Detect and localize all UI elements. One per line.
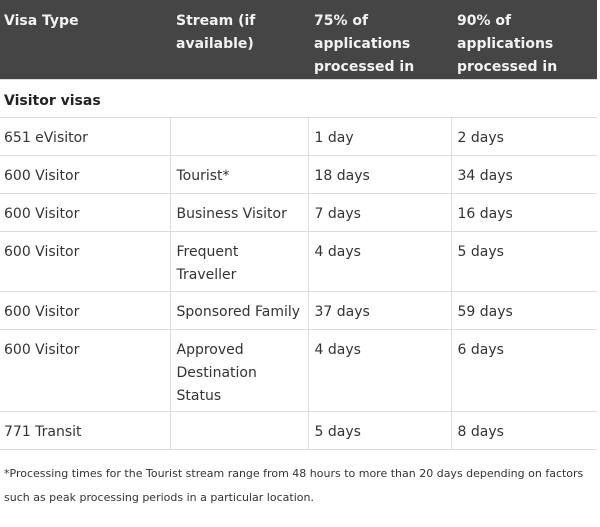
cell-90-percent: 59 days — [450, 291, 597, 330]
cell-90-percent: 34 days — [450, 155, 597, 194]
table-row: 600 Visitor Frequent Traveller 4 days 5 … — [0, 231, 597, 292]
table-body: Visitor visas 651 eVisitor 1 day 2 days … — [0, 79, 597, 450]
table-row: 771 Transit 5 days 8 days — [0, 411, 597, 450]
table-header: Visa Type Stream (if available) 75% of a… — [0, 0, 597, 80]
cell-90-percent: 2 days — [450, 117, 597, 156]
cell-90-percent: 6 days — [450, 329, 597, 412]
cell-90-percent: 8 days — [450, 411, 597, 450]
cell-stream — [169, 411, 309, 450]
cell-75-percent: 4 days — [307, 329, 452, 412]
table-row: 651 eVisitor 1 day 2 days — [0, 117, 597, 156]
cell-75-percent: 37 days — [307, 291, 452, 330]
table-row: 600 Visitor Approved Destination Status … — [0, 329, 597, 412]
footnote: *Processing times for the Tourist stream… — [4, 467, 584, 504]
cell-90-percent: 16 days — [450, 193, 597, 232]
cell-visa-type: 600 Visitor — [0, 231, 171, 292]
cell-90-percent: 5 days — [450, 231, 597, 292]
cell-stream: Business Visitor — [169, 193, 309, 232]
cell-75-percent: 7 days — [307, 193, 452, 232]
header-stream: Stream (if available) — [170, 0, 308, 80]
cell-75-percent: 1 day — [307, 117, 452, 156]
section-row: Visitor visas — [0, 79, 597, 118]
table-row: 600 Visitor Business Visitor 7 days 16 d… — [0, 193, 597, 232]
cell-visa-type: 600 Visitor — [0, 329, 171, 412]
cell-stream: Frequent Traveller — [169, 231, 309, 292]
cell-visa-type: 600 Visitor — [0, 291, 171, 330]
header-row: Visa Type Stream (if available) 75% of a… — [0, 0, 597, 80]
cell-stream: Tourist* — [169, 155, 309, 194]
header-75-percent: 75% of applications processed in — [308, 0, 451, 80]
cell-75-percent: 5 days — [307, 411, 452, 450]
cell-visa-type: 600 Visitor — [0, 155, 171, 194]
cell-stream: Approved Destination Status — [169, 329, 309, 412]
cell-visa-type: 600 Visitor — [0, 193, 171, 232]
cell-75-percent: 18 days — [307, 155, 452, 194]
header-90-percent: 90% of applications processed in — [451, 0, 597, 80]
processing-times-table: Visa Type Stream (if available) 75% of a… — [0, 0, 597, 450]
cell-stream: Sponsored Family — [169, 291, 309, 330]
table-row: 600 Visitor Sponsored Family 37 days 59 … — [0, 291, 597, 330]
header-visa-type: Visa Type — [0, 0, 170, 80]
table-row: 600 Visitor Tourist* 18 days 34 days — [0, 155, 597, 194]
cell-visa-type: 651 eVisitor — [0, 117, 171, 156]
cell-visa-type: 771 Transit — [0, 411, 171, 450]
cell-stream — [169, 117, 309, 156]
section-title: Visitor visas — [0, 79, 597, 118]
cell-75-percent: 4 days — [307, 231, 452, 292]
